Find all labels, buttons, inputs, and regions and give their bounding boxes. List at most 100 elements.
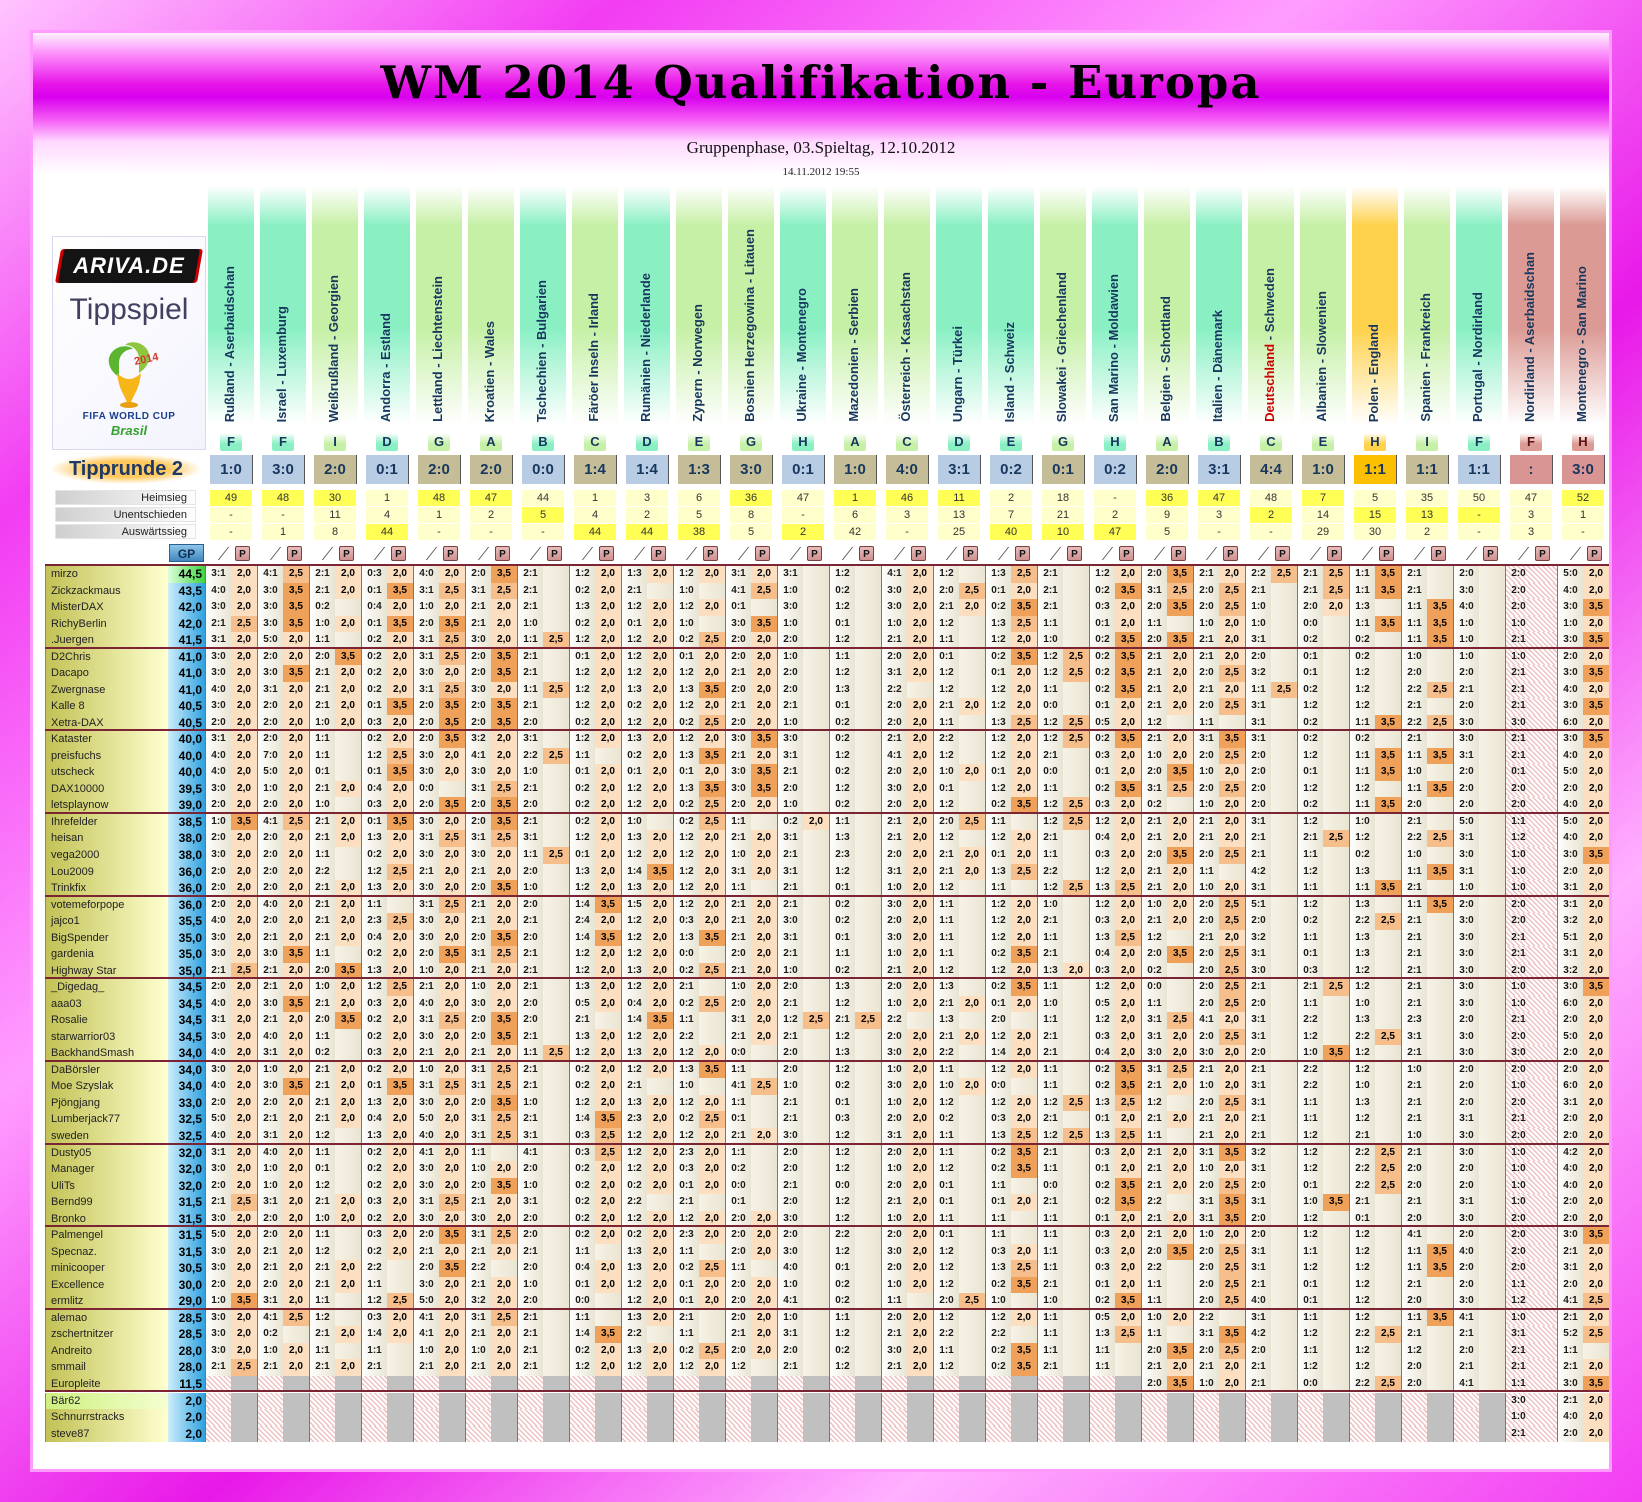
p-button[interactable]: P	[287, 546, 302, 561]
group-letter: A	[480, 433, 502, 451]
points-cell: 3,5	[1219, 1194, 1245, 1211]
points-cell: 2,5	[1011, 1260, 1037, 1277]
points-cell: 2,0	[387, 1094, 413, 1112]
points-cell	[1323, 1326, 1349, 1343]
p-button[interactable]: P	[599, 546, 614, 561]
points-cell: 3,5	[1011, 979, 1037, 996]
p-button[interactable]: P	[1223, 546, 1238, 561]
p-button[interactable]: P	[963, 546, 978, 561]
points-cell	[1479, 896, 1505, 914]
tip-cell: 2:1	[309, 913, 335, 930]
tip-cell: 3:0	[205, 1028, 231, 1046]
tip-cell: 1:3	[1089, 1326, 1115, 1343]
group-letter: E	[1312, 433, 1334, 451]
p-button[interactable]: P	[1379, 546, 1394, 561]
tip-cell: 4:0	[1557, 1409, 1583, 1426]
tip-cell: 3:0	[205, 1161, 231, 1178]
points-cell: 2,0	[1583, 582, 1609, 600]
points-cell: 2,0	[1583, 648, 1609, 666]
tip-cell	[673, 1409, 699, 1426]
points-cell	[335, 1392, 361, 1409]
tip-cell: 1:0	[1245, 599, 1271, 616]
points-cell: 2,0	[283, 1359, 309, 1376]
p-button[interactable]: P	[755, 546, 770, 561]
tip-cell: 2:1	[1401, 731, 1427, 748]
tip-cell: 2:1	[1401, 1078, 1427, 1095]
tip-cell	[517, 1392, 543, 1409]
p-button[interactable]: P	[1327, 546, 1342, 561]
points-cell	[1271, 1028, 1297, 1046]
tip-cell	[465, 1409, 491, 1426]
tip-cell: 0:1	[309, 764, 335, 781]
p-button[interactable]: P	[859, 546, 874, 561]
table-row: Manager 32,0 3:0 2,0 1:0 2,0 0:1 0:2 2,0 3:0 2,0 1:…	[0, 1161, 1642, 1178]
tip-cell: 0:2	[1089, 681, 1115, 699]
tip-cell: 1:3	[621, 681, 647, 699]
points-cell: 2,5	[1063, 648, 1089, 666]
tip-cell: 1:2	[829, 1243, 855, 1261]
p-button[interactable]: P	[339, 546, 354, 561]
tip-cell	[881, 1425, 907, 1443]
p-button[interactable]: P	[1535, 546, 1550, 561]
p-button[interactable]: P	[1015, 546, 1030, 561]
group-letter: C	[584, 433, 606, 451]
points-cell	[1323, 1425, 1349, 1443]
p-button[interactable]: P	[1171, 546, 1186, 561]
tip-cell: 2:1	[777, 1028, 803, 1046]
p-button[interactable]: P	[1119, 546, 1134, 561]
tip-cell: 2:1	[1505, 1111, 1531, 1128]
p-button[interactable]: P	[1067, 546, 1082, 561]
points-cell	[1479, 1078, 1505, 1095]
tip-cell: 1:3	[829, 830, 855, 847]
tip-cell: 5:0	[205, 1227, 231, 1244]
tip-cell: 0:2	[257, 1326, 283, 1343]
p-button[interactable]: P	[235, 546, 250, 561]
p-button[interactable]: P	[443, 546, 458, 561]
p-button[interactable]: P	[807, 546, 822, 561]
p-button[interactable]: P	[547, 546, 562, 561]
points-cell: 2,0	[595, 995, 621, 1013]
tip-cell: 2:1	[1453, 681, 1479, 699]
tip-cell: 1:1	[1401, 780, 1427, 798]
tip-cell: 2:1	[309, 995, 335, 1013]
points-cell	[283, 1425, 309, 1443]
tip-cell	[881, 1409, 907, 1426]
points-cell	[855, 1276, 881, 1294]
points-cell: 2,0	[439, 1161, 465, 1178]
p-button[interactable]: P	[703, 546, 718, 561]
p-button[interactable]: P	[495, 546, 510, 561]
p-button[interactable]: P	[911, 546, 926, 561]
p-button[interactable]: P	[391, 546, 406, 561]
tip-cell: 1:1	[1349, 764, 1375, 781]
points-cell: 2,0	[491, 1276, 517, 1294]
p-button[interactable]: P	[1431, 546, 1446, 561]
points-cell	[387, 896, 413, 914]
points-cell	[1323, 847, 1349, 864]
points-cell	[1323, 863, 1349, 881]
points-cell: 2,0	[1115, 698, 1141, 715]
table-row: jajco1 35,5 4:0 2,0 2:0 2,0 2:1 2,0 2:3 2,5 3:0 2,0…	[0, 913, 1642, 930]
points-cell	[387, 1359, 413, 1376]
p-button[interactable]: P	[1275, 546, 1290, 561]
points-cell: 2,5	[439, 896, 465, 914]
tip-cell: 4:1	[1401, 1227, 1427, 1244]
points-cell: 2,5	[1219, 1028, 1245, 1046]
points-cell: 2,5	[1063, 665, 1089, 682]
tip-cell: 1:2	[829, 780, 855, 798]
tip-cell: 2:1	[1141, 830, 1167, 847]
p-button[interactable]: P	[1483, 546, 1498, 561]
points-cell	[543, 813, 569, 831]
player-gp: 30,0	[168, 1276, 205, 1294]
tip-cell: 3:0	[257, 995, 283, 1013]
tip-cell: 2:0	[1557, 1012, 1583, 1029]
tip-cell: 3:1	[1245, 1309, 1271, 1327]
tip-cell: 3:0	[1557, 1227, 1583, 1244]
p-button[interactable]: P	[651, 546, 666, 561]
points-cell: 2,0	[1167, 1227, 1193, 1244]
tip-cell: 1:1	[309, 847, 335, 864]
tip-cell: 3:1	[205, 1144, 231, 1162]
points-cell: 2,0	[699, 764, 725, 781]
points-cell: 2,0	[647, 929, 673, 947]
p-button[interactable]: P	[1587, 546, 1602, 561]
player-name: Rosalie	[45, 1012, 168, 1029]
